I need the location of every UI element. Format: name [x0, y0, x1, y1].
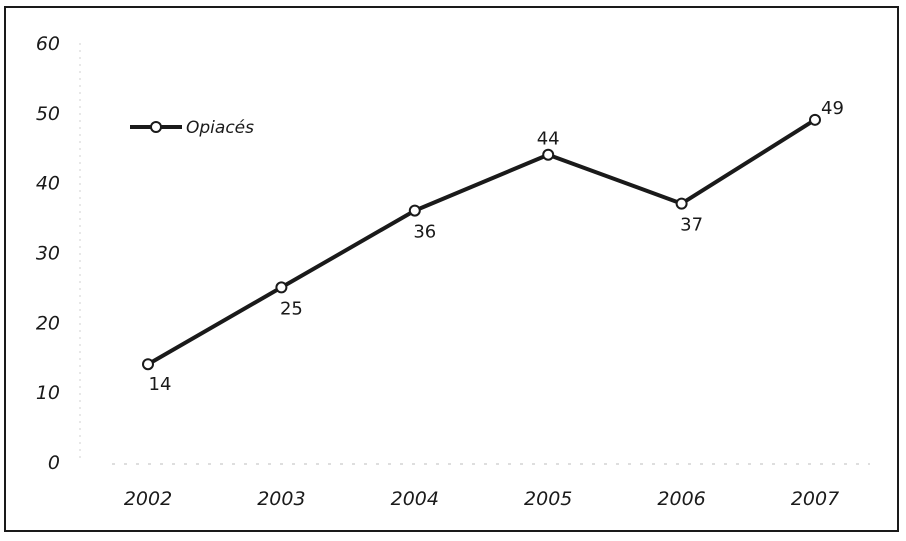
x-tick-label: 2002 — [124, 488, 172, 510]
x-axis: 2002 2003 2004 2005 2006 2007 — [124, 488, 839, 510]
data-label: 37 — [680, 215, 703, 236]
legend-label-opiaces: Opiacés — [186, 118, 254, 138]
y-tick-label: 30 — [36, 243, 60, 265]
data-label: 49 — [821, 98, 844, 119]
x-tick-label: 2003 — [257, 488, 305, 510]
legend-marker — [150, 121, 162, 133]
data-point — [542, 148, 555, 161]
data-point — [408, 204, 421, 217]
series-opiaces: 14 25 36 44 37 49 — [142, 98, 844, 395]
data-point — [809, 113, 821, 126]
x-tick-label: 2004 — [391, 488, 439, 510]
y-tick-label: 20 — [36, 312, 60, 334]
data-label: 44 — [537, 129, 560, 150]
legend: Opiacés — [130, 118, 254, 138]
y-tick-label: 40 — [36, 173, 60, 195]
data-label: 36 — [413, 222, 436, 243]
x-tick-label: 2007 — [791, 488, 839, 510]
y-tick-label: 50 — [36, 103, 60, 125]
data-point — [675, 197, 688, 210]
y-tick-label: 60 — [36, 33, 60, 55]
x-tick-label: 2006 — [657, 488, 705, 510]
data-point — [142, 358, 154, 371]
series-line — [147, 118, 817, 366]
data-point — [275, 281, 288, 294]
y-tick-label: 10 — [36, 382, 60, 404]
y-axis: 0 10 20 30 40 50 60 — [36, 33, 81, 474]
y-tick-label: 0 — [48, 452, 60, 474]
data-label: 14 — [149, 374, 172, 395]
data-label: 25 — [280, 298, 303, 319]
x-tick-label: 2005 — [524, 488, 572, 510]
chart-frame — [4, 6, 899, 532]
